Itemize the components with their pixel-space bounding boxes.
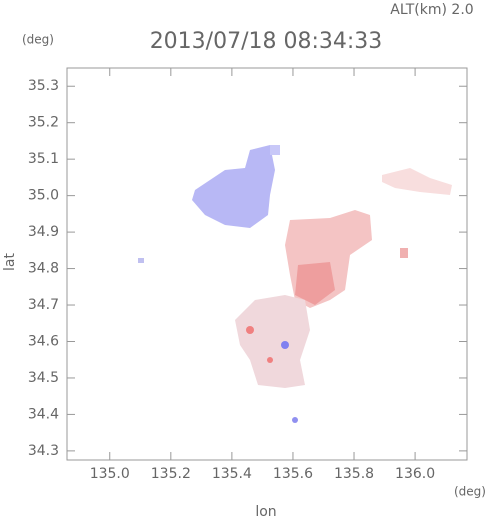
y-tick-label: 35.3 — [28, 78, 59, 94]
x-tick-label: 135.8 — [334, 466, 374, 482]
y-unit: (deg) — [22, 33, 54, 47]
x-tick-label: 135.2 — [151, 466, 191, 482]
red-echo — [246, 326, 254, 334]
echo-blobs — [138, 145, 452, 423]
chart-title: 2013/07/18 08:34:33 — [150, 29, 383, 54]
blue-echo — [270, 145, 280, 155]
y-tick-label: 34.9 — [28, 224, 59, 240]
y-tick-label: 34.3 — [28, 443, 59, 459]
red-echo — [400, 248, 408, 258]
y-tick-label: 35.1 — [28, 151, 59, 167]
red-echo — [267, 357, 273, 363]
blue-echo — [138, 258, 144, 263]
x-tick-label: 135.6 — [273, 466, 313, 482]
red-echo — [382, 168, 452, 195]
y-tick-label: 35.2 — [28, 115, 59, 131]
blue-echo — [192, 145, 275, 228]
y-tick-label: 34.8 — [28, 261, 59, 277]
plot-frame — [66, 67, 468, 461]
x-tick-label: 135.0 — [90, 466, 130, 482]
x-tick-label: 136.0 — [395, 466, 435, 482]
y-axis-label: lat — [2, 253, 18, 271]
x-axis-label: lon — [255, 504, 276, 520]
x-unit: (deg) — [454, 485, 486, 499]
y-tick-label: 34.5 — [28, 370, 59, 386]
y-tick-label: 34.7 — [28, 297, 59, 313]
altitude-label: ALT(km) 2.0 — [390, 2, 473, 18]
mixed-echo — [235, 295, 310, 388]
red-echo — [295, 262, 335, 305]
y-tick-label: 35.0 — [28, 188, 59, 204]
x-tick-label: 135.4 — [212, 466, 252, 482]
blue-echo — [281, 341, 289, 349]
blue-echo — [292, 417, 298, 423]
y-tick-label: 34.6 — [28, 333, 59, 349]
y-tick-label: 34.4 — [28, 406, 59, 422]
